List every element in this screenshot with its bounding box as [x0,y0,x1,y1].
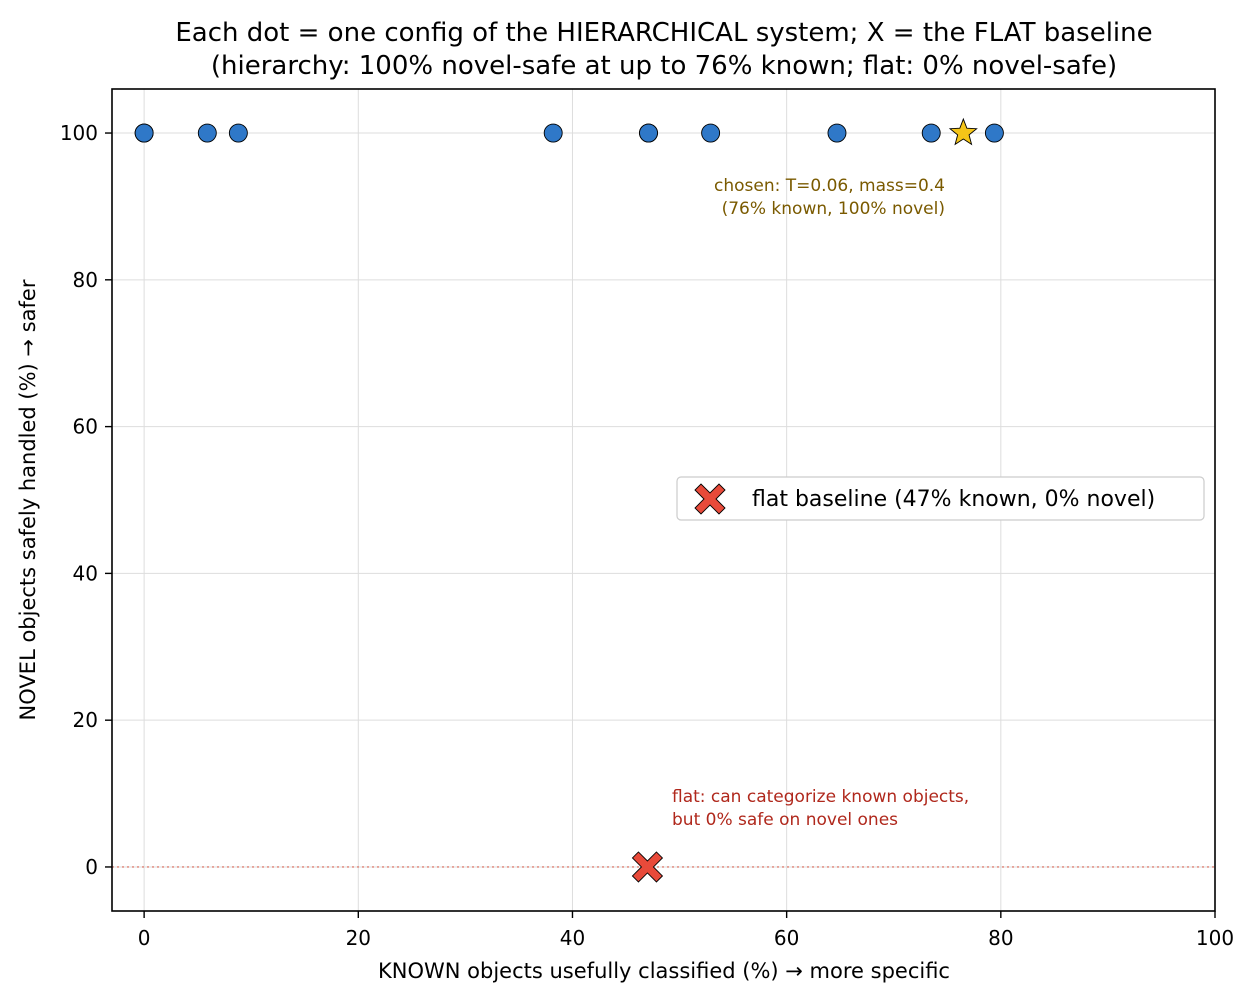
legend-box [676,476,1205,521]
chart-title-line-2: (hierarchy: 100% novel-safe at up to 76%… [211,51,1117,81]
hierarchical-config-dot [543,123,563,143]
hierarchical-config-dot [197,123,217,143]
chosen-annotation-line-2: (76% known, 100% novel) [722,199,945,219]
y-tick-label: 0 [85,855,98,879]
y-tick-label: 100 [60,121,98,145]
hierarchical-config-dot [639,123,658,143]
hierarchical-config-dot [827,123,847,143]
y-tick-label: 60 [73,415,98,439]
flat-annotation-line-2: but 0% safe on novel ones [672,810,898,830]
x-tick-label: 0 [138,926,151,950]
legend-x-marker-shape [694,483,726,515]
data-points [134,117,1004,883]
legend: flat baseline (47% known, 0% novel) [676,476,1205,521]
legend-label-flat-baseline: flat baseline (47% known, 0% novel) [752,487,1155,512]
y-axis-label: NOVEL objects safely handled (%) → safer [16,279,40,720]
axis-ticks: 0 20 40 60 80 100 0 20 40 60 80 100 [60,121,1234,950]
y-tick-label: 20 [73,708,98,732]
x-tick-label: 20 [346,926,371,950]
chosen-annotation-line-1: chosen: T=0.06, mass=0.4 [714,176,945,196]
chosen-config-star [948,117,978,146]
x-axis-label: KNOWN objects usefully classified (%) → … [378,959,950,983]
x-tick-label: 40 [560,926,585,950]
y-tick-label: 40 [73,561,98,585]
legend-x-marker [694,483,726,515]
x-tick-label: 100 [1196,926,1234,950]
flat-annotation-line-1: flat: can categorize known objects, [672,787,969,807]
hierarchical-config-dot [984,123,1004,143]
hierarchical-config-dot [134,123,154,143]
chart-title-line-1: Each dot = one config of the HIERARCHICA… [175,18,1152,48]
hierarchical-config-dot [921,123,941,143]
x-tick-label: 60 [774,926,799,950]
hierarchical-config-dot [701,123,721,143]
hierarchical-config-dot [228,123,248,143]
x-tick-label: 80 [988,926,1013,950]
plot-frame [111,88,1216,912]
flat-baseline-x-marker [631,851,664,883]
y-tick-label: 80 [73,268,98,292]
